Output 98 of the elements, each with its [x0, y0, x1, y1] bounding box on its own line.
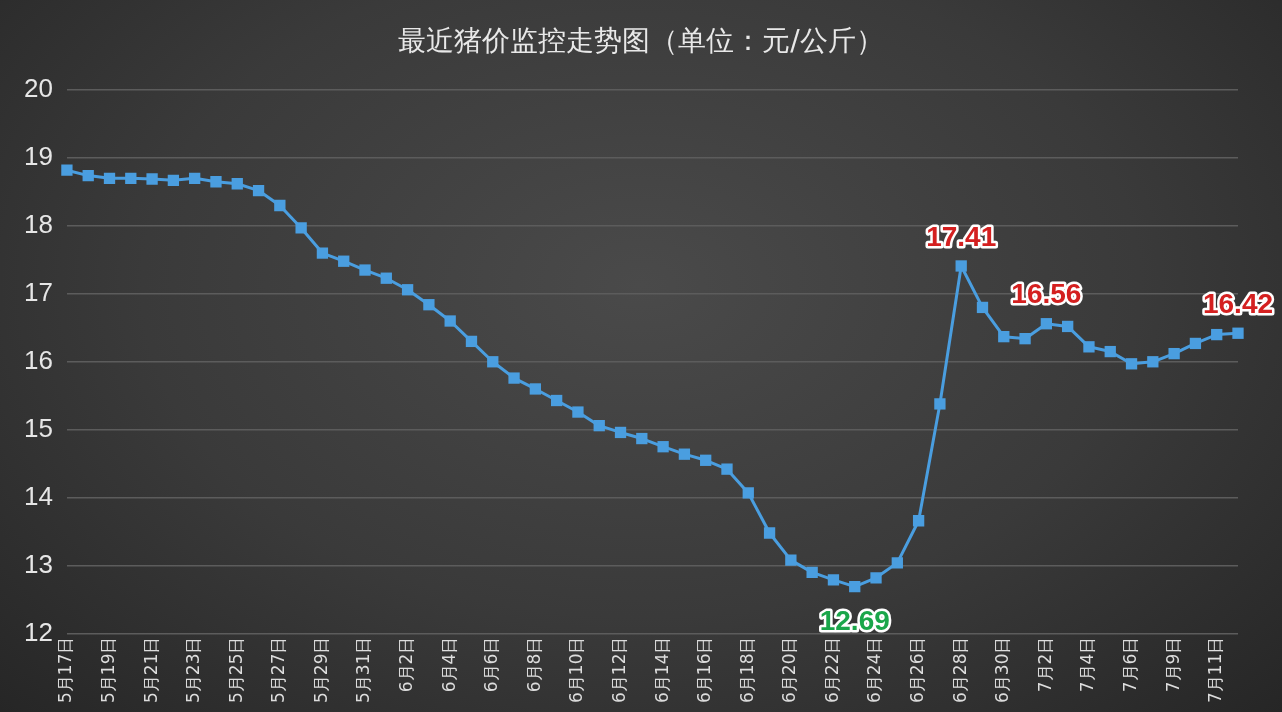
data-label: 12.69	[819, 605, 890, 637]
point	[295, 222, 307, 234]
point	[763, 527, 776, 539]
y-tick-label: 16	[24, 344, 53, 375]
y-tick-label: 15	[24, 412, 53, 443]
point	[231, 178, 243, 190]
point	[1147, 356, 1159, 368]
point	[678, 448, 691, 460]
x-tick-label: 6月2日	[396, 636, 417, 693]
point	[125, 172, 137, 184]
point	[103, 172, 116, 184]
point	[444, 315, 456, 327]
point	[1104, 345, 1116, 358]
point	[1062, 320, 1074, 333]
x-tick-label: 6月22日	[821, 636, 842, 704]
x-tick-label: 5月23日	[183, 636, 204, 704]
y-tick-label: 14	[24, 480, 53, 511]
point	[806, 566, 818, 579]
x-tick-label: 6月28日	[949, 636, 970, 704]
x-tick-label: 6月30日	[992, 636, 1013, 704]
point	[912, 515, 925, 527]
point	[1083, 341, 1095, 353]
point	[934, 398, 946, 410]
point	[274, 199, 286, 212]
point	[550, 394, 563, 407]
point	[423, 299, 435, 311]
point	[891, 557, 903, 569]
x-tick-label: 6月18日	[736, 636, 757, 704]
point	[210, 176, 222, 188]
point	[1125, 358, 1138, 370]
x-tick-label: 5月21日	[140, 636, 161, 704]
point	[593, 419, 605, 432]
point	[167, 174, 180, 187]
point	[700, 454, 712, 466]
point	[721, 463, 733, 475]
point	[252, 184, 265, 197]
point	[61, 164, 73, 176]
point	[401, 284, 414, 296]
point	[657, 441, 669, 453]
chart-title: 最近猪价监控走势图（单位：元/公斤）	[397, 23, 885, 59]
x-tick-label: 6月16日	[694, 636, 715, 704]
x-tick-label: 5月29日	[310, 636, 331, 704]
x-tick-label: 7月11日	[1205, 636, 1226, 704]
y-tick-label: 20	[24, 73, 53, 104]
data-label: 17.41	[926, 220, 997, 252]
y-tick-label: 17	[24, 277, 53, 307]
point	[1168, 347, 1180, 360]
point	[359, 264, 371, 276]
point	[636, 432, 648, 445]
point	[465, 335, 478, 348]
y-tick-label: 18	[24, 209, 53, 240]
point	[1040, 318, 1053, 330]
x-tick-label: 6月20日	[779, 636, 800, 704]
point	[1019, 333, 1031, 345]
data-label: 16.56	[1011, 278, 1082, 310]
point	[529, 383, 542, 395]
point	[338, 255, 350, 267]
x-tick-label: 5月31日	[353, 636, 374, 704]
point	[82, 169, 94, 182]
x-tick-label: 5月17日	[55, 636, 76, 704]
point	[827, 574, 840, 586]
y-tick-label: 19	[24, 141, 53, 172]
point	[380, 272, 392, 284]
x-tick-label: 7月9日	[1162, 636, 1183, 693]
x-tick-label: 5月27日	[268, 636, 289, 704]
point	[849, 581, 861, 593]
x-tick-label: 6月24日	[864, 636, 885, 704]
x-tick-label: 6月8日	[523, 636, 544, 693]
point	[508, 372, 520, 384]
point	[572, 406, 584, 418]
x-tick-label: 6月10日	[566, 636, 587, 704]
x-tick-label: 7月6日	[1119, 636, 1140, 693]
x-tick-label: 7月4日	[1077, 636, 1098, 693]
point	[614, 426, 627, 439]
y-tick-label: 13	[24, 548, 53, 579]
y-tick-label: 12	[24, 616, 53, 647]
x-tick-label: 5月25日	[225, 636, 246, 704]
point	[1232, 327, 1244, 339]
point	[976, 301, 989, 314]
point	[1189, 337, 1202, 350]
x-tick-label: 6月26日	[907, 636, 928, 704]
x-tick-label: 6月14日	[651, 636, 672, 704]
point	[785, 554, 797, 566]
point	[487, 356, 499, 368]
point	[955, 260, 967, 272]
point	[146, 173, 158, 185]
point	[742, 487, 754, 499]
x-tick-label: 6月12日	[608, 636, 629, 704]
x-tick-label: 5月19日	[97, 636, 118, 704]
point	[870, 572, 882, 584]
x-tick-label: 6月6日	[481, 636, 502, 693]
x-tick-label: 6月4日	[438, 636, 459, 693]
point	[316, 247, 329, 259]
point	[1211, 328, 1223, 341]
data-label: 16.42	[1202, 287, 1274, 319]
point	[189, 172, 201, 184]
point	[998, 330, 1010, 343]
x-tick-label: 7月2日	[1034, 636, 1055, 693]
